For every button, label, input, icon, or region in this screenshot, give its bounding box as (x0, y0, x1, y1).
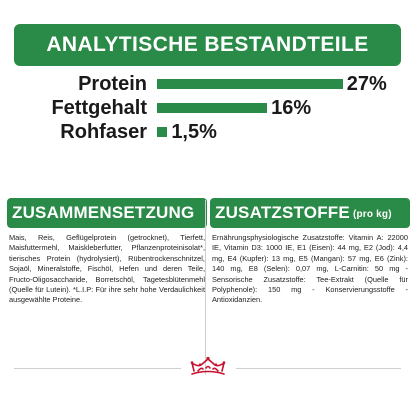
additives-title: ZUSATZSTOFFE (215, 203, 350, 222)
nutrient-bar (157, 79, 343, 89)
additives-text: Ernährungsphysiologische Zusatzstoffe: V… (212, 233, 408, 305)
nutrient-row-fettgehalt: Fettgehalt 16% (0, 96, 415, 120)
nutrient-row-rohfaser: Rohfaser 1,5% (0, 120, 415, 144)
crown-icon (190, 356, 226, 375)
composition-panel: ZUSAMMENSETZUNG Mais, Reis, Geflügelprot… (7, 198, 207, 306)
nutrient-label: Protein (78, 73, 147, 95)
column-divider (205, 200, 206, 375)
composition-text: Mais, Reis, Geflügelprotein (getrocknet)… (9, 233, 205, 305)
nutrient-bar (157, 127, 168, 137)
footer-divider-right (236, 368, 401, 369)
composition-header: ZUSAMMENSETZUNG (7, 198, 207, 228)
nutrient-value: 16% (271, 97, 312, 119)
composition-title: ZUSAMMENSETZUNG (12, 203, 195, 222)
section-title: ANALYTISCHE BESTANDTEILE (46, 33, 369, 56)
footer-divider-left (14, 368, 181, 369)
additives-title-suffix: (pro kg) (352, 208, 392, 220)
nutrient-row-protein: Protein 27% (0, 72, 415, 96)
nutrient-bar (157, 103, 268, 113)
section-title-banner: ANALYTISCHE BESTANDTEILE (14, 24, 401, 66)
nutrient-value: 27% (346, 73, 387, 95)
nutrient-label: Rohfaser (60, 121, 147, 143)
nutrient-value: 1,5% (171, 121, 217, 143)
additives-panel: ZUSATZSTOFFE (pro kg) Ernährungsphysiolo… (210, 198, 410, 306)
nutrient-label: Fettgehalt (51, 97, 147, 119)
additives-header: ZUSATZSTOFFE (pro kg) (210, 198, 410, 228)
